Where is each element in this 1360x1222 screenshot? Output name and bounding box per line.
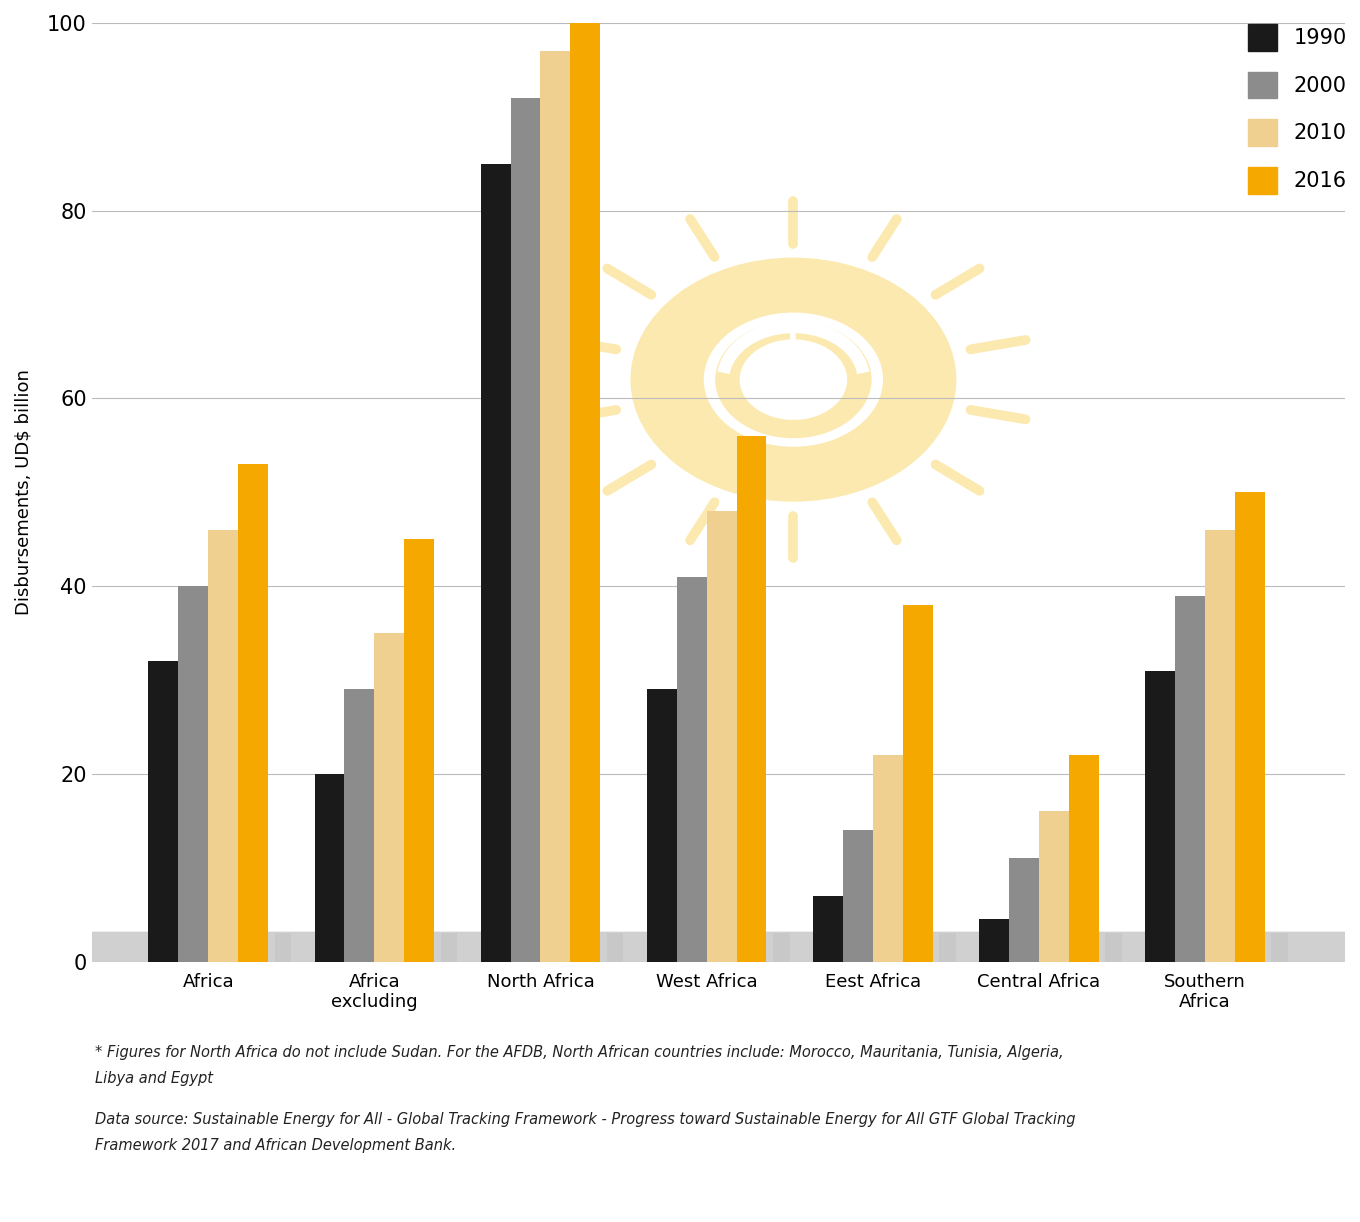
Bar	[208, 530, 238, 962]
Bar	[374, 633, 404, 962]
Bar	[441, 934, 457, 962]
Bar	[737, 436, 767, 962]
Bar	[374, 633, 404, 962]
Bar	[1175, 595, 1205, 962]
Bar	[314, 774, 344, 962]
Bar	[510, 98, 540, 962]
Ellipse shape	[740, 340, 847, 420]
Bar	[940, 934, 956, 962]
Bar	[843, 830, 873, 962]
Bar	[647, 689, 677, 962]
Bar	[1145, 671, 1175, 962]
Bar	[1235, 492, 1265, 962]
Bar	[91, 931, 1345, 962]
Text: * Figures for North Africa do not include Sudan. For the AFDB, North African cou: * Figures for North Africa do not includ…	[95, 1045, 1064, 1085]
Bar	[979, 919, 1009, 962]
Bar	[607, 934, 623, 962]
Bar	[480, 164, 510, 962]
Bar	[314, 774, 344, 962]
Bar	[275, 934, 291, 962]
Bar	[1009, 858, 1039, 962]
Bar	[570, 23, 600, 962]
Text: Data source: Sustainable Energy for All - Global Tracking Framework - Progress t: Data source: Sustainable Energy for All …	[95, 1112, 1076, 1152]
Bar	[148, 661, 178, 962]
Bar	[873, 755, 903, 962]
Bar	[1175, 595, 1205, 962]
Bar	[1069, 755, 1099, 962]
Bar	[344, 689, 374, 962]
Ellipse shape	[631, 258, 956, 502]
Bar	[238, 464, 268, 962]
Bar	[1205, 530, 1235, 962]
Bar	[1009, 858, 1039, 962]
Legend: 1990, 2000, 2010, 2016: 1990, 2000, 2010, 2016	[1248, 24, 1346, 193]
Bar	[1069, 755, 1099, 962]
Bar	[1039, 811, 1069, 962]
Bar	[1272, 934, 1288, 962]
Bar	[344, 689, 374, 962]
Bar	[178, 587, 208, 962]
Bar	[91, 931, 1345, 962]
Bar	[979, 919, 1009, 962]
Bar	[677, 577, 707, 962]
Bar	[607, 934, 623, 962]
Bar	[1205, 530, 1235, 962]
Bar	[647, 689, 677, 962]
Bar	[480, 164, 510, 962]
Bar	[208, 530, 238, 962]
Bar	[441, 934, 457, 962]
Ellipse shape	[703, 313, 883, 447]
Bar	[148, 661, 178, 962]
Bar	[1145, 671, 1175, 962]
Bar	[873, 755, 903, 962]
Bar	[1039, 811, 1069, 962]
Bar	[707, 511, 737, 962]
Bar	[275, 934, 291, 962]
Bar	[1272, 934, 1288, 962]
Bar	[707, 511, 737, 962]
Bar	[772, 934, 790, 962]
Bar	[772, 934, 790, 962]
Bar	[737, 436, 767, 962]
Bar	[903, 605, 933, 962]
Bar	[540, 51, 570, 962]
Bar	[540, 51, 570, 962]
Bar	[940, 934, 956, 962]
Bar	[1235, 492, 1265, 962]
Bar	[813, 896, 843, 962]
Bar	[677, 577, 707, 962]
Bar	[813, 896, 843, 962]
Bar	[843, 830, 873, 962]
Bar	[1106, 934, 1122, 962]
Bar	[570, 23, 600, 962]
Bar	[1106, 934, 1122, 962]
Bar	[404, 539, 434, 962]
Bar	[178, 587, 208, 962]
Bar	[404, 539, 434, 962]
Bar	[510, 98, 540, 962]
Bar	[903, 605, 933, 962]
Y-axis label: Disbursements, UD$ billion: Disbursements, UD$ billion	[15, 369, 33, 615]
Bar	[238, 464, 268, 962]
Ellipse shape	[715, 321, 872, 439]
